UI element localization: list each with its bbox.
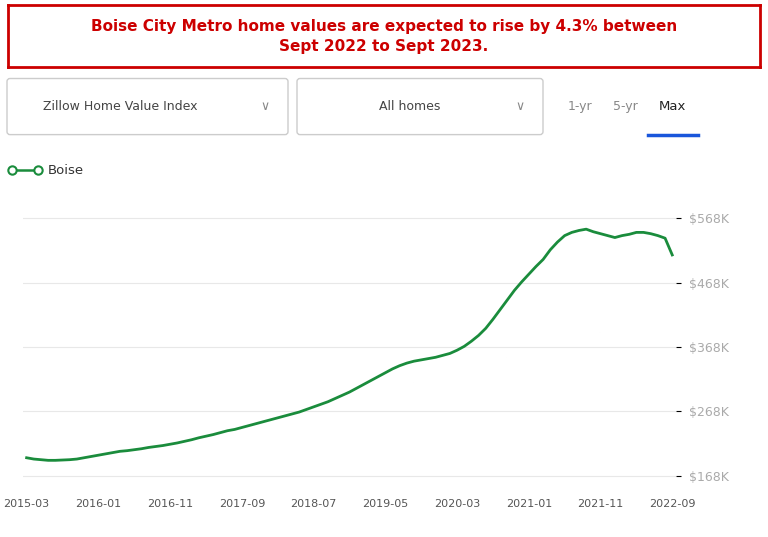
Text: All homes: All homes bbox=[379, 100, 441, 113]
Text: Zillow Home Value Index: Zillow Home Value Index bbox=[43, 100, 197, 113]
Text: 5-yr: 5-yr bbox=[613, 100, 637, 113]
FancyBboxPatch shape bbox=[7, 78, 288, 135]
Text: Boise City Metro home values are expected to rise by 4.3% between
Sept 2022 to S: Boise City Metro home values are expecte… bbox=[91, 19, 677, 54]
Text: Max: Max bbox=[658, 100, 686, 113]
Text: Boise: Boise bbox=[48, 164, 84, 177]
Text: 1-yr: 1-yr bbox=[568, 100, 592, 113]
FancyBboxPatch shape bbox=[297, 78, 543, 135]
Text: ∨: ∨ bbox=[260, 100, 270, 113]
Text: ∨: ∨ bbox=[515, 100, 525, 113]
